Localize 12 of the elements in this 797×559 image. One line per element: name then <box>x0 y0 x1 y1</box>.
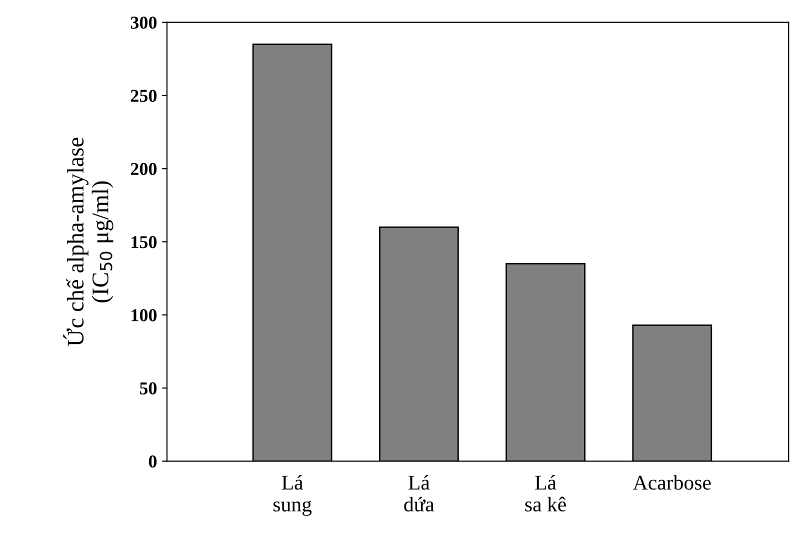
y-axis-title: Ức chế alpha-amylase (IC$_{50}$ μg/ml) <box>63 138 114 346</box>
y-tick-label: 50 <box>140 382 157 394</box>
x-tick-label: Lá sung <box>273 475 312 516</box>
x-tick-label: Lá sa kê <box>525 475 566 512</box>
y-tick-label: 0 <box>148 455 157 468</box>
x-tick-label: Acarbose <box>633 475 711 490</box>
x-tick-label: Lá dứa <box>404 475 434 512</box>
y-tick-label: 200 <box>130 162 157 176</box>
y-tick-label: 150 <box>132 236 157 248</box>
y-tick-label: 100 <box>132 309 157 322</box>
y-tick-label: 250 <box>130 90 157 102</box>
y-tick-label: 300 <box>130 16 157 29</box>
